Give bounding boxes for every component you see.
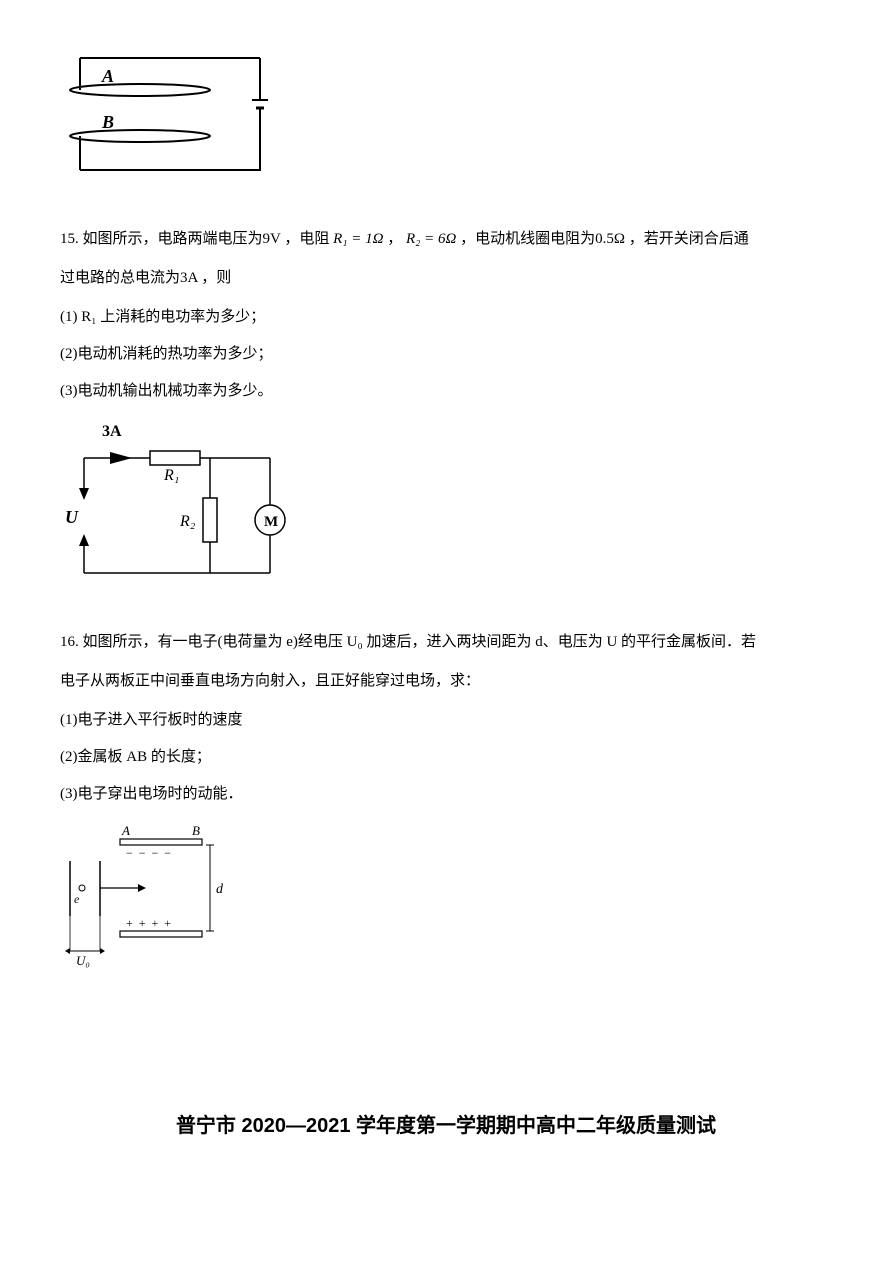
figure-capacitor-battery: A B bbox=[60, 40, 832, 203]
page-title: 普宁市 2020—2021 学年度第一学期期中高中二年级质量测试 bbox=[60, 1104, 832, 1148]
motor-label: M bbox=[264, 514, 278, 530]
q15-line1: 15. 如图所示，电路两端电压为9V ，电阻 R₁ = 1Ω ， R₂ = 6Ω… bbox=[60, 223, 832, 256]
q16-sub2: (2)金属板 AB 的长度； bbox=[60, 741, 832, 774]
q16-line2: 电子从两板正中间垂直电场方向射入，且正好能穿过电场，求： bbox=[60, 665, 832, 698]
svg-text:+ + + +: + + + + bbox=[126, 916, 171, 930]
electron-label: e bbox=[74, 892, 80, 906]
r1-label: R₁ bbox=[163, 467, 179, 484]
voltage-u-label: U bbox=[65, 507, 79, 527]
q15-num: 15. bbox=[60, 231, 79, 247]
q15-sub3: (3)电动机输出机械功率为多少。 bbox=[60, 375, 832, 408]
q16-sub3: (3)电子穿出电场时的动能． bbox=[60, 778, 832, 811]
q16-sub1: (1)电子进入平行板时的速度 bbox=[60, 704, 832, 737]
q15-line2: 过电路的总电流为3A ，则 bbox=[60, 262, 832, 295]
svg-text:− − − −: − − − − bbox=[126, 846, 171, 860]
plate-top-b: B bbox=[192, 823, 200, 838]
plate-a-label: A bbox=[101, 66, 114, 86]
current-label: 3A bbox=[102, 423, 122, 440]
u0-label: U₀ bbox=[76, 953, 90, 968]
figure-electron-plates: A B − − − − + + + + d e U₀ bbox=[60, 821, 832, 984]
q15-sub1: (1) R₁ 上消耗的电功率为多少； bbox=[60, 301, 832, 334]
figure-circuit-motor: 3A R₁ R₂ M U bbox=[60, 418, 832, 606]
q16-line1: 16. 如图所示，有一电子(电荷量为 e)经电压 U₀ 加速后，进入两块间距为 … bbox=[60, 626, 832, 659]
q15-sub2: (2)电动机消耗的热功率为多少； bbox=[60, 338, 832, 371]
q16-num: 16. bbox=[60, 634, 79, 650]
plate-top-a: A bbox=[121, 823, 130, 838]
r2-label: R₂ bbox=[179, 513, 196, 530]
plate-b-label: B bbox=[101, 112, 114, 132]
distance-d-label: d bbox=[216, 882, 224, 897]
